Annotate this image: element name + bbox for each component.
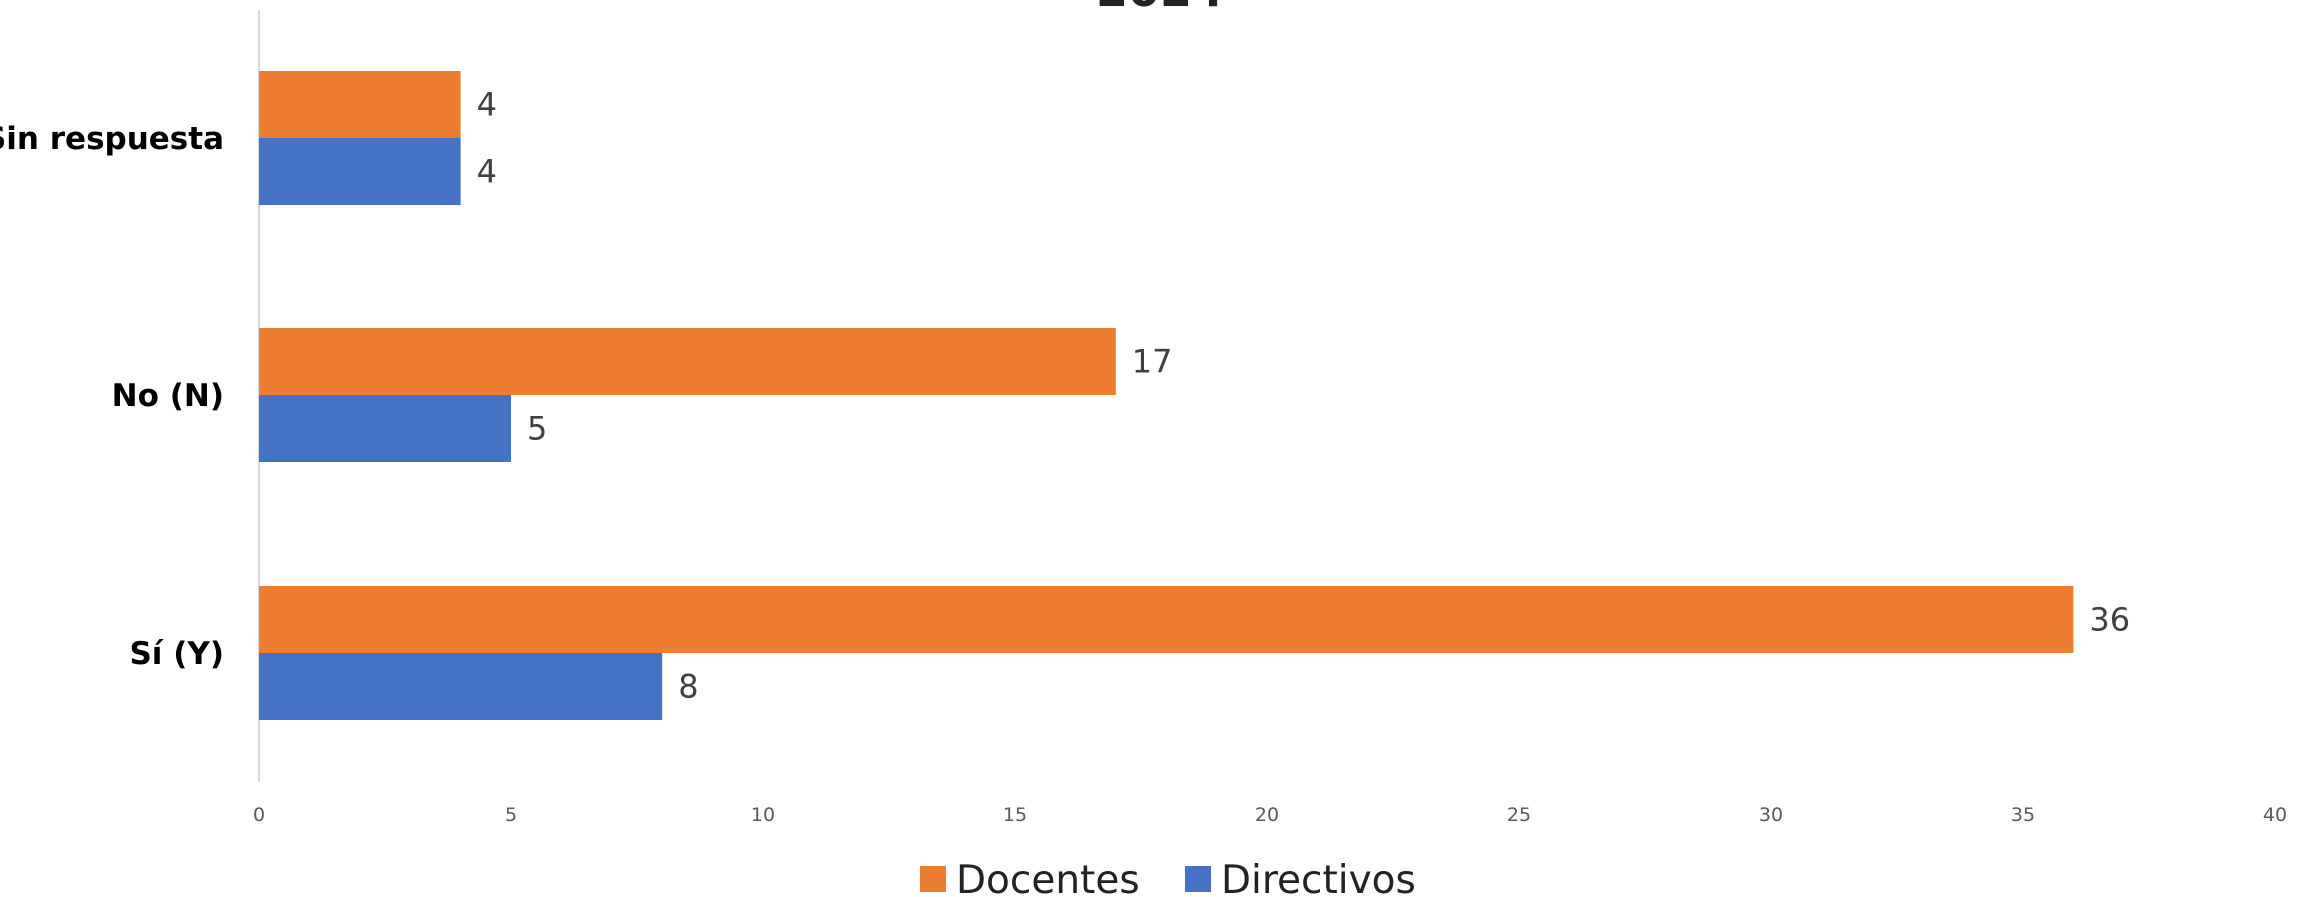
data-label-docentes-si-y: 36 xyxy=(2089,601,2130,639)
bar-directivos-sin-respuesta xyxy=(259,138,461,205)
x-tick-label-20: 20 xyxy=(1255,804,1279,826)
legend-label-docentes: Docentes xyxy=(956,858,1140,897)
x-tick-label-40: 40 xyxy=(2263,804,2287,826)
legend-label-directivos: Directivos xyxy=(1221,858,1416,897)
category-labels: Sin respuesta No (N) Sí (Y) xyxy=(0,121,224,672)
x-tick-label-15: 15 xyxy=(1003,804,1027,826)
x-tick-label-0: 0 xyxy=(253,804,265,826)
bars xyxy=(259,71,2074,720)
data-label-directivos-no-n: 5 xyxy=(527,410,547,448)
x-tick-label-25: 25 xyxy=(1507,804,1531,826)
category-label-si-y: Sí (Y) xyxy=(129,636,224,672)
legend-swatch-directivos xyxy=(1185,866,1211,892)
data-labels: 4 4 17 5 36 8 xyxy=(477,86,2131,706)
data-label-docentes-sin-respuesta: 4 xyxy=(477,86,497,124)
legend-item-docentes: Docentes xyxy=(920,858,1140,897)
x-tick-label-5: 5 xyxy=(505,804,517,826)
bar-directivos-no-n xyxy=(259,395,511,462)
legend-swatch-docentes xyxy=(920,866,946,892)
x-tick-label-10: 10 xyxy=(751,804,775,826)
bar-directivos-si-y xyxy=(259,653,663,720)
legend-item-directivos: Directivos xyxy=(1185,858,1416,897)
legend: Docentes Directivos xyxy=(920,858,1416,897)
bar-docentes-si-y xyxy=(259,586,2074,653)
chart-title: 2024 xyxy=(1096,0,1224,17)
bar-docentes-no-n xyxy=(259,328,1116,395)
x-tick-label-30: 30 xyxy=(1759,804,1783,826)
bar-docentes-sin-respuesta xyxy=(259,71,461,138)
category-label-no-n: No (N) xyxy=(112,378,224,414)
category-label-sin-respuesta: Sin respuesta xyxy=(0,121,224,157)
x-axis-tick-labels: 0 5 10 15 20 25 30 35 40 xyxy=(253,804,2287,826)
x-tick-label-35: 35 xyxy=(2011,804,2035,826)
data-label-directivos-sin-respuesta: 4 xyxy=(477,153,497,191)
data-label-directivos-si-y: 8 xyxy=(678,668,698,706)
data-label-docentes-no-n: 17 xyxy=(1132,343,1173,381)
